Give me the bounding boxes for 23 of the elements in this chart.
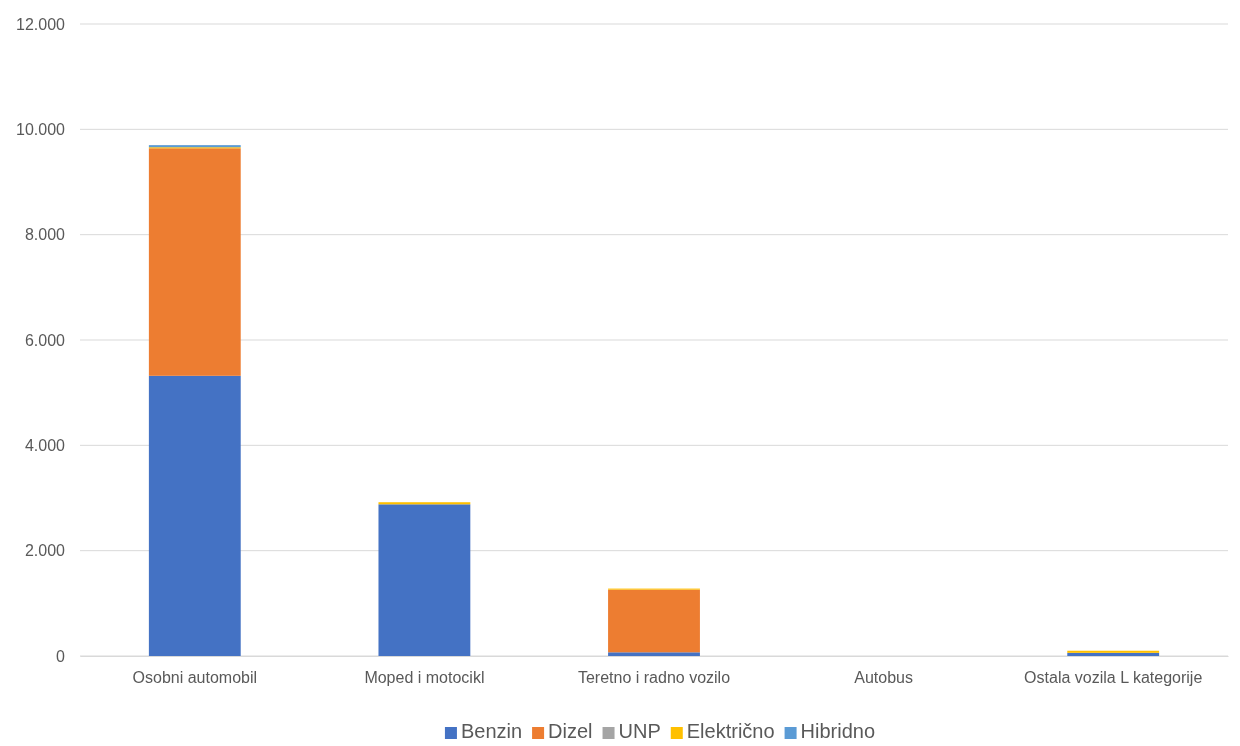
y-tick-label: 2.000 xyxy=(24,542,66,560)
y-tick-label: 10.000 xyxy=(16,120,66,138)
legend-label: Hibridno xyxy=(800,720,876,742)
legend-label: UNP xyxy=(618,720,661,742)
legend-label: Električno xyxy=(686,720,775,742)
bar xyxy=(378,504,471,656)
bar xyxy=(148,148,241,376)
bar xyxy=(608,589,700,653)
bar xyxy=(148,375,241,656)
y-tick-label: 0 xyxy=(56,647,66,665)
y-tick-label: 4.000 xyxy=(24,436,66,454)
y-tick-label: 12.000 xyxy=(16,15,66,33)
x-tick-label: Osobni automobil xyxy=(132,669,258,686)
y-tick-label: 8.000 xyxy=(24,226,66,244)
bar xyxy=(378,502,471,505)
bar xyxy=(608,652,700,656)
x-tick-label: Ostala vozila L kategorije xyxy=(1024,669,1203,686)
x-tick-label: Autobus xyxy=(854,669,913,686)
legend-label: Benzin xyxy=(460,720,523,742)
y-tick-label: 6.000 xyxy=(24,331,66,349)
x-tick-label: Moped i motocikl xyxy=(364,669,485,686)
legend-label: Dizel xyxy=(548,720,593,742)
x-tick-label: Teretno i radno vozilo xyxy=(577,669,731,686)
